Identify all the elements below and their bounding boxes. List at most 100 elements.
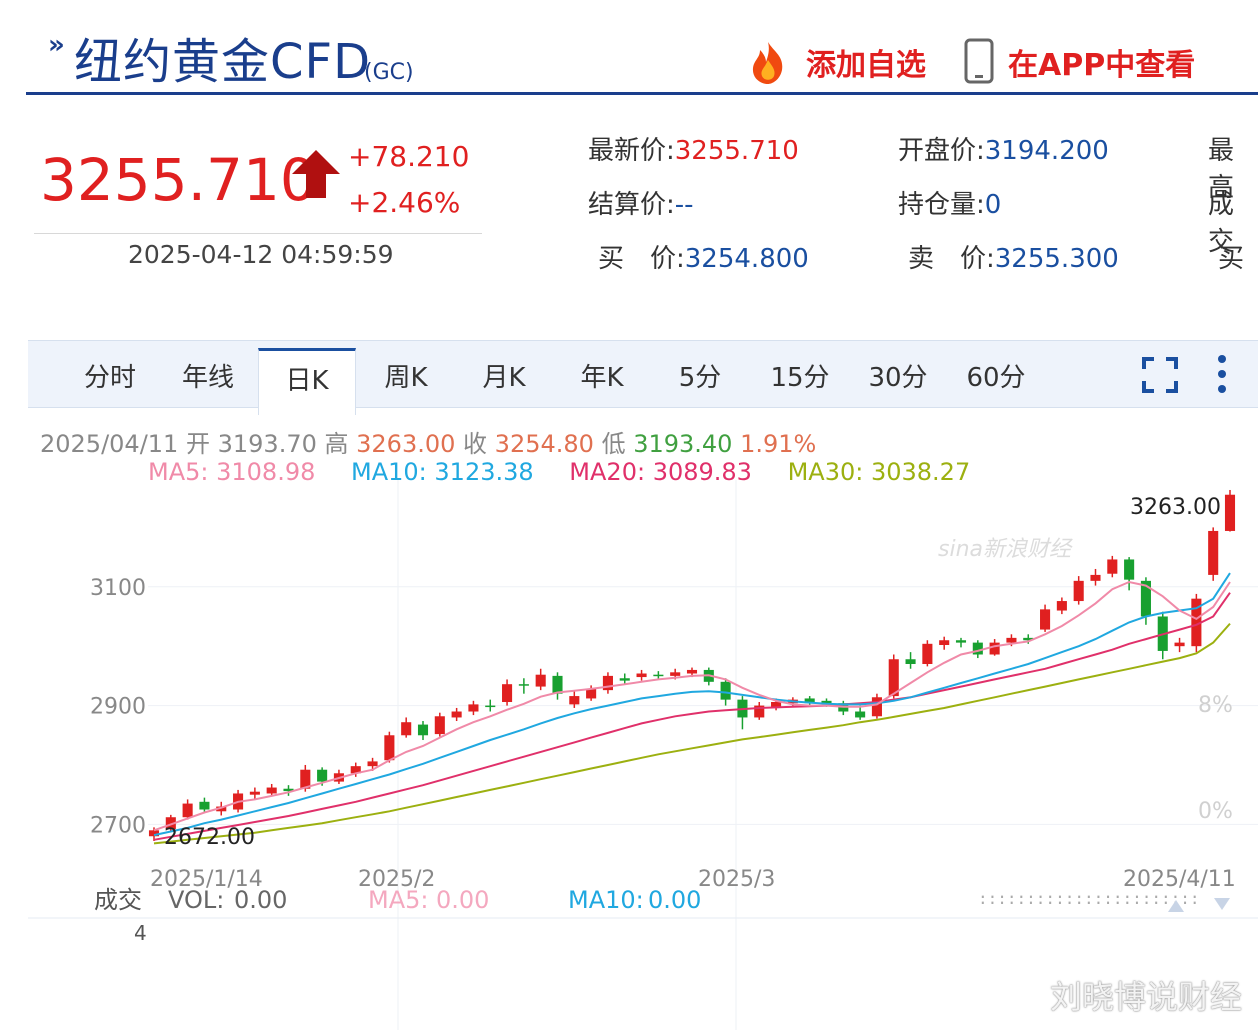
- vol-ma5-label: MA5:: [368, 886, 428, 914]
- y-tick-label: 3300: [90, 480, 146, 482]
- candle-body: [367, 761, 378, 767]
- scroll-down-icon[interactable]: [1214, 898, 1230, 910]
- x-tick-label: 2025/3: [698, 867, 775, 892]
- bid-price-label: 买 价:: [598, 244, 685, 274]
- pct-axis: 8% 0%: [1198, 693, 1233, 824]
- chart-logo: sina新浪财经: [938, 537, 1073, 562]
- info-low-value: 3193.40: [633, 430, 733, 458]
- settle-price-value: --: [674, 190, 694, 220]
- candle-body: [451, 711, 462, 718]
- tab-15min[interactable]: 15分: [770, 363, 830, 393]
- candle-body: [216, 806, 227, 812]
- y-tick-label: 2900: [90, 695, 146, 720]
- candle-body: [871, 697, 882, 717]
- fullscreen-icon[interactable]: [1140, 355, 1180, 395]
- view-in-app-button[interactable]: 在APP中查看: [1008, 48, 1196, 83]
- candle-body: [535, 674, 546, 687]
- x-tick-label: 2025/4/11: [1123, 867, 1236, 892]
- header-divider: [26, 92, 1258, 95]
- buy-label: 买: [1218, 244, 1245, 274]
- tab-monthly-k[interactable]: 月K: [482, 363, 526, 393]
- candle-body: [855, 711, 866, 718]
- pct-tick-label: 0%: [1198, 799, 1233, 824]
- candle-body: [1023, 637, 1034, 641]
- volume-axis-value: 4: [134, 921, 147, 945]
- tab-60min[interactable]: 60分: [966, 363, 1026, 393]
- settle-price-label: 结算价:: [588, 190, 675, 220]
- candle-body: [165, 817, 176, 830]
- ask-price-value: 3255.300: [994, 244, 1119, 274]
- add-favorite-button[interactable]: 添加自选: [806, 48, 926, 83]
- last-price: 3255.710: [40, 146, 317, 214]
- candle-body: [670, 672, 681, 676]
- price-change-pct: +2.46%: [348, 186, 461, 219]
- candle-body: [771, 702, 782, 707]
- candle-body: [653, 674, 664, 677]
- info-open-label: 开: [185, 430, 210, 458]
- fire-icon[interactable]: [744, 38, 792, 86]
- ma-lines: [153, 572, 1231, 845]
- candle-body: [1174, 642, 1185, 647]
- header: » 纽约黄金CFD (GC) 添加自选 在APP中查看: [0, 0, 1258, 95]
- candle-body: [266, 787, 277, 794]
- candle-body: [754, 705, 765, 718]
- vol-ma10-label: MA10:: [568, 886, 644, 914]
- candle-info-bar: 2025/04/11 开 3193.70 高 3263.00 收 3254.80…: [40, 424, 816, 459]
- ask-price-field: 卖 价:3255.300: [908, 238, 1119, 275]
- open-price-field: 开盘价:3194.200: [898, 130, 1109, 167]
- candle-body: [283, 788, 294, 792]
- candle-body: [502, 684, 513, 703]
- ma20-label: MA20:: [569, 458, 646, 486]
- ma5-value: 3108.98: [216, 458, 316, 486]
- chart-grid: [28, 480, 1258, 1030]
- candle-body: [619, 678, 630, 681]
- ma5-label: MA5:: [148, 458, 209, 486]
- tab-30min[interactable]: 30分: [868, 363, 928, 393]
- kline-chart[interactable]: 3300 3100 2900 2700 8% 0% 3263.00 2672.00 si…: [28, 480, 1258, 1030]
- candles: [148, 489, 1236, 841]
- tab-weekly-k[interactable]: 周K: [384, 363, 428, 393]
- more-options-icon[interactable]: [1212, 353, 1232, 395]
- candle-body: [636, 673, 647, 678]
- ma5-line: [153, 580, 1231, 832]
- candle-body: [417, 724, 429, 736]
- candle-body: [686, 669, 698, 674]
- bid-price-value: 3254.800: [684, 244, 809, 274]
- scroll-up-icon[interactable]: [1168, 900, 1184, 912]
- tab-yearly-k[interactable]: 年K: [580, 363, 624, 393]
- ma10-label: MA10:: [351, 458, 427, 486]
- x-tick-label: 2025/1/14: [150, 867, 263, 892]
- y-tick-label: 3100: [90, 576, 146, 601]
- candle-body: [720, 681, 731, 700]
- candle-body: [905, 659, 916, 664]
- ma30-label: MA30:: [787, 458, 864, 486]
- open-price-value: 3194.200: [984, 136, 1109, 166]
- candle-body: [317, 769, 328, 782]
- y-axis: 3300 3100 2900 2700: [90, 480, 146, 838]
- max-price-label: 3263.00: [1130, 495, 1221, 520]
- phone-icon[interactable]: [964, 38, 994, 84]
- tab-5min[interactable]: 5分: [678, 363, 722, 393]
- candle-body: [249, 791, 260, 795]
- info-high-value: 3263.00: [356, 430, 456, 458]
- tab-daily-k[interactable]: 日K: [258, 348, 356, 415]
- open-price-label: 开盘价:: [898, 136, 985, 166]
- candle-body: [182, 803, 193, 818]
- candle-body: [1208, 530, 1219, 575]
- tab-intraday[interactable]: 分时: [83, 363, 136, 393]
- candle-body: [586, 688, 597, 699]
- up-arrow-icon: [292, 150, 340, 198]
- tab-yearline[interactable]: 年线: [181, 363, 234, 393]
- vol-label: VOL:: [168, 886, 224, 914]
- settle-price-field: 结算价:--: [588, 184, 694, 221]
- ma10-value: 3123.38: [434, 458, 534, 486]
- volume-title: 成交: [94, 886, 142, 914]
- x-axis: 2025/1/14 2025/2 2025/3 2025/4/11: [150, 867, 1236, 892]
- scroll-handle[interactable]: :::::::::::::::::::::::: [978, 889, 1200, 908]
- info-high-label: 高: [324, 430, 349, 458]
- candle-body: [468, 704, 479, 712]
- vol-ma5-value: 0.00: [436, 886, 489, 914]
- candle-body: [1006, 637, 1017, 643]
- candle-body: [821, 700, 832, 704]
- info-pct-value: 1.91%: [740, 430, 817, 458]
